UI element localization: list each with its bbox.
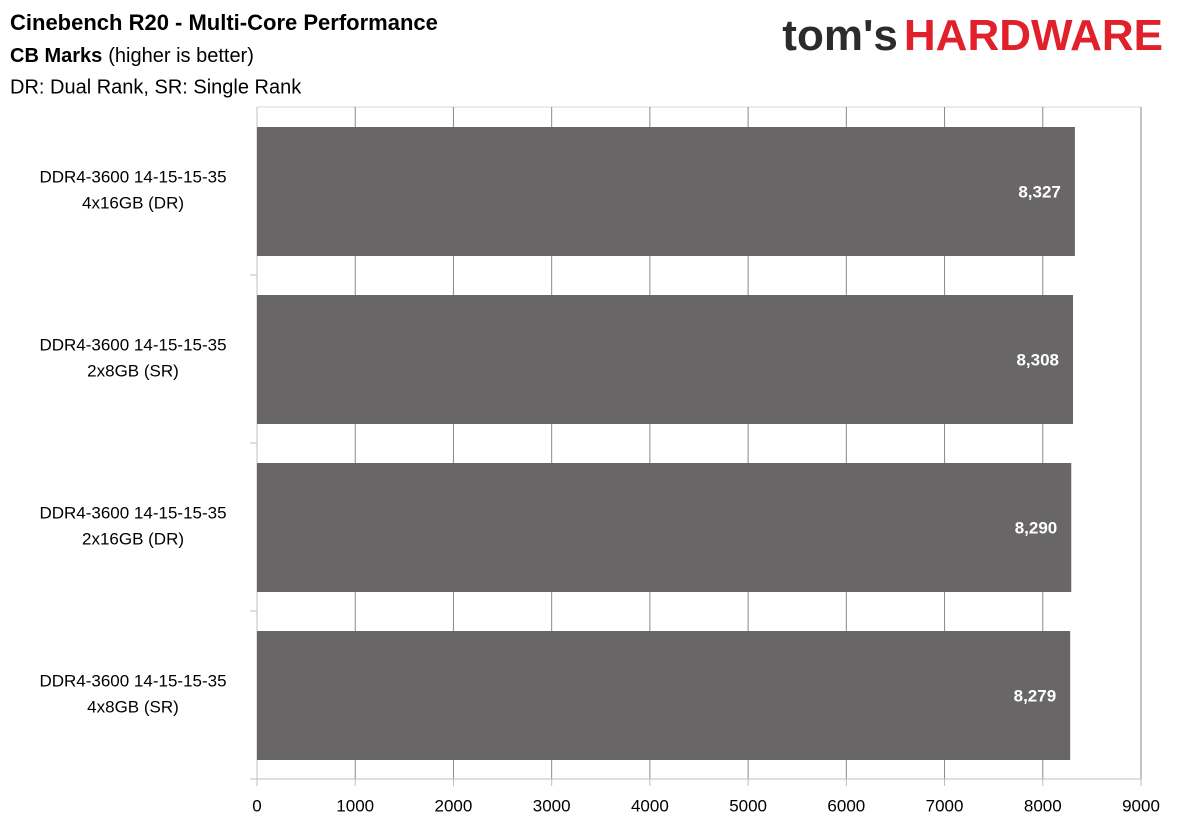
value-label: 8,290 — [1015, 518, 1058, 537]
chart-note: DR: Dual Rank, SR: Single Rank — [10, 76, 302, 98]
logo-left: tom's — [782, 11, 898, 60]
bar — [257, 463, 1072, 592]
logo-right: HARDWARE — [904, 11, 1163, 60]
x-tick-label: 5000 — [729, 796, 767, 815]
y-tick-label: 2x8GB (SR) — [87, 361, 179, 380]
x-tick-label: 4000 — [631, 796, 669, 815]
bar — [257, 631, 1071, 760]
value-label: 8,279 — [1014, 686, 1057, 705]
y-tick-label: DDR4-3600 14-15-15-35 — [39, 335, 226, 354]
chart-title: Cinebench R20 - Multi-Core Performance — [10, 10, 438, 35]
y-tick-label: DDR4-3600 14-15-15-35 — [39, 503, 226, 522]
y-tick-label: 4x8GB (SR) — [87, 697, 179, 716]
bar — [257, 127, 1075, 256]
logo: tom's HARDWARE — [782, 11, 1163, 60]
x-tick-label: 0 — [252, 796, 261, 815]
y-tick-label: DDR4-3600 14-15-15-35 — [39, 671, 226, 690]
x-tick-label: 3000 — [533, 796, 571, 815]
x-tick-label: 9000 — [1122, 796, 1160, 815]
x-tick-label: 2000 — [435, 796, 473, 815]
subtitle-text: (higher is better) — [108, 45, 254, 67]
subtitle-bold: CB Marks — [10, 45, 102, 67]
chart-subtitle: CB Marks (higher is better) — [10, 45, 254, 67]
y-tick-label: 4x16GB (DR) — [82, 193, 184, 212]
y-tick-label: 2x16GB (DR) — [82, 529, 184, 548]
y-tick-label: DDR4-3600 14-15-15-35 — [39, 167, 226, 186]
x-tick-label: 8000 — [1024, 796, 1062, 815]
x-tick-label: 6000 — [827, 796, 865, 815]
value-label: 8,308 — [1016, 350, 1059, 369]
value-label: 8,327 — [1018, 182, 1061, 201]
x-tick-label: 1000 — [336, 796, 374, 815]
bar — [257, 295, 1074, 424]
x-tick-label: 7000 — [926, 796, 964, 815]
